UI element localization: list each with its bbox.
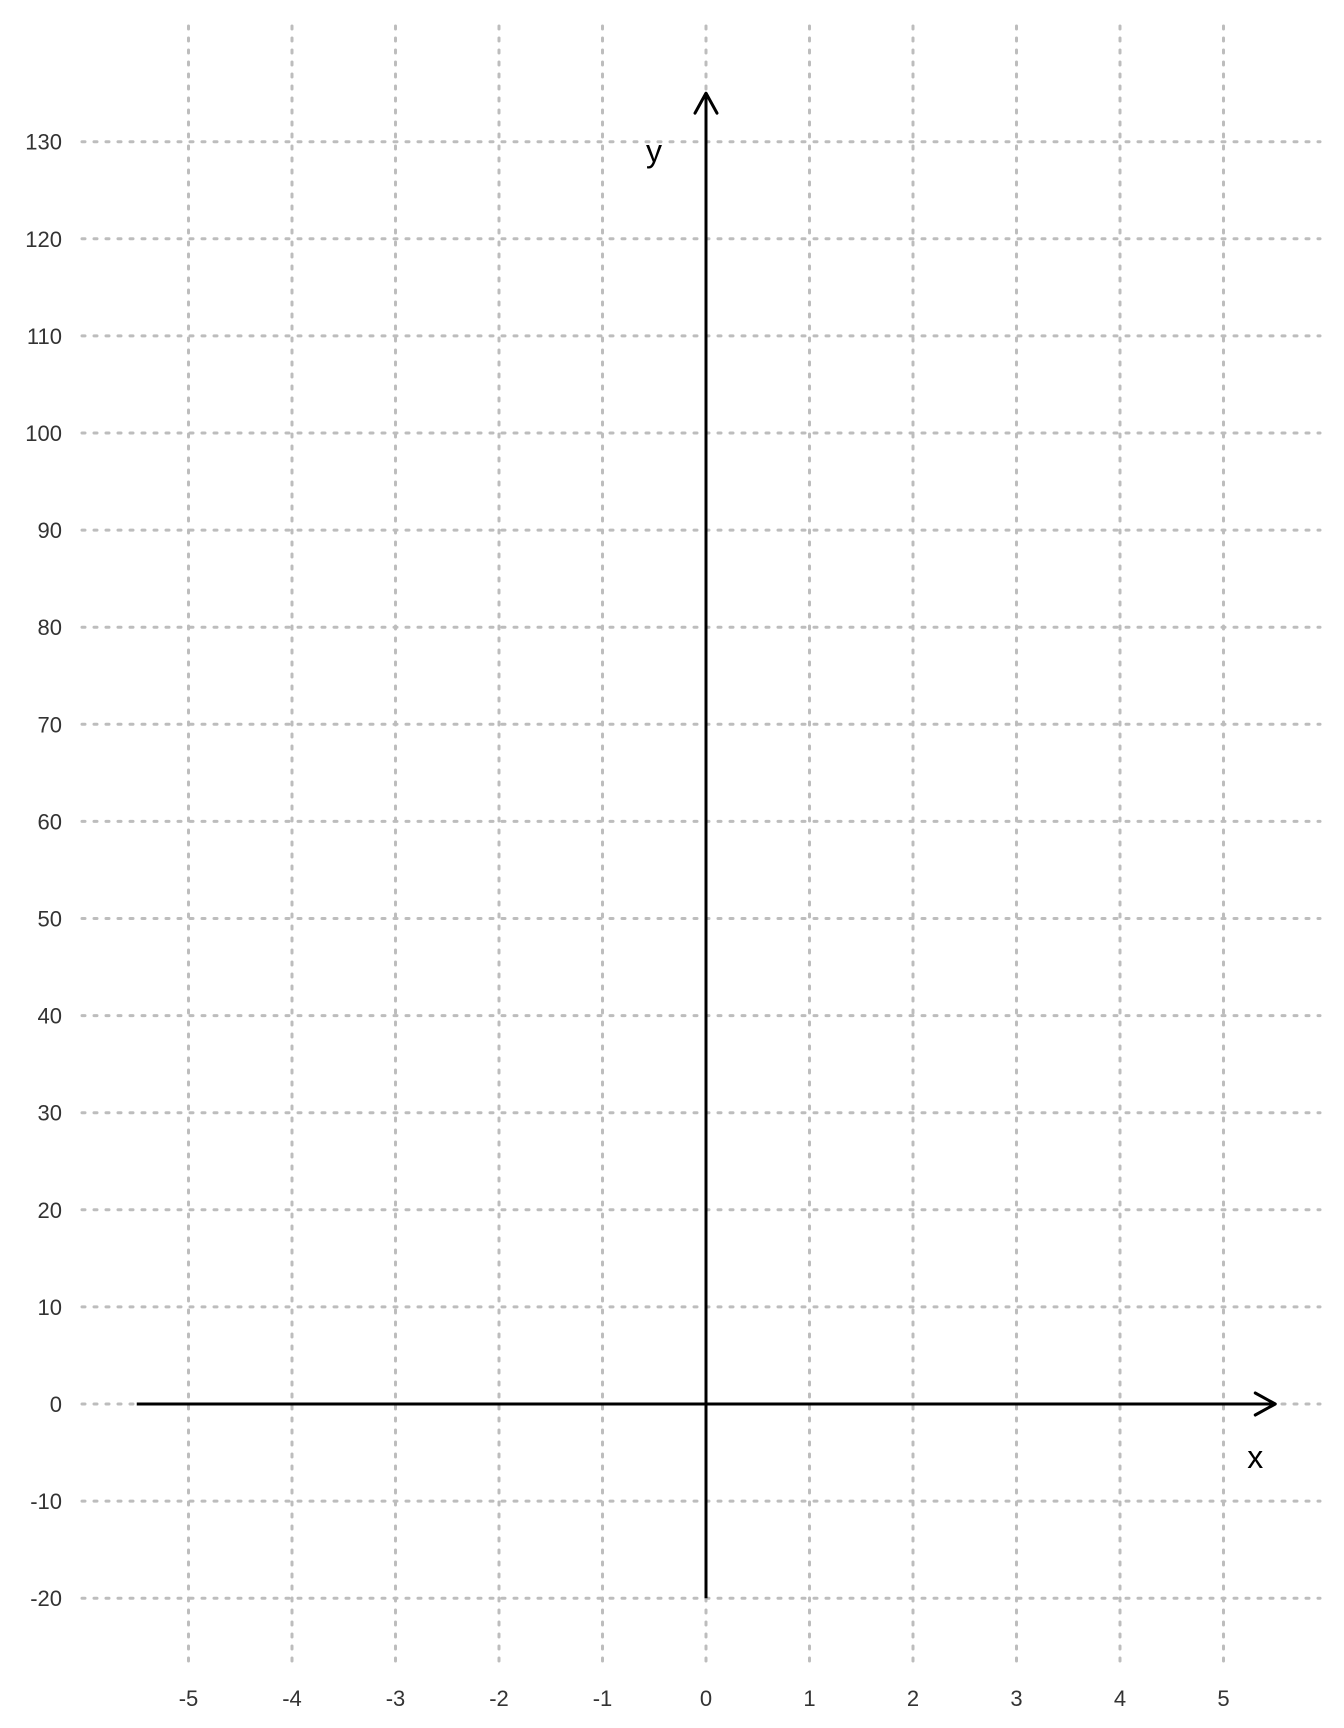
y-tick-label: 50	[38, 907, 62, 932]
y-axis-label: y	[646, 133, 662, 169]
x-tick-label: 5	[1217, 1686, 1229, 1711]
x-tick-label: -5	[179, 1686, 199, 1711]
y-tick-label: 60	[38, 809, 62, 834]
x-tick-label: 1	[803, 1686, 815, 1711]
x-tick-label: -2	[489, 1686, 509, 1711]
y-tick-label: 40	[38, 1004, 62, 1029]
axes	[136, 91, 1277, 1599]
horizontal-grid-lines	[80, 140, 1322, 1600]
y-tick-label: 130	[25, 130, 62, 155]
y-tick-label: 90	[38, 518, 62, 543]
x-tick-label: -4	[282, 1686, 302, 1711]
x-tick-label: 3	[1010, 1686, 1022, 1711]
x-tick-label: 2	[907, 1686, 919, 1711]
y-tick-label: 100	[25, 421, 62, 446]
x-tick-labels: -5 -4 -3 -2 -1 0 1 2 3 4 5	[179, 1686, 1230, 1711]
y-tick-label: 0	[50, 1392, 62, 1417]
y-tick-label: 120	[25, 227, 62, 252]
y-tick-label: 110	[27, 324, 62, 349]
y-tick-label: -20	[30, 1586, 62, 1611]
x-tick-label: -3	[386, 1686, 406, 1711]
y-tick-labels: -20 -10 0 10 20 30 40 50 60 70 80 90 100 110 120 130	[25, 130, 62, 1611]
y-tick-label: 80	[38, 615, 62, 640]
x-axis-label: x	[1247, 1439, 1263, 1475]
y-tick-label: 30	[38, 1101, 62, 1126]
y-tick-label: 10	[38, 1295, 62, 1320]
x-tick-label: 0	[700, 1686, 712, 1711]
y-tick-label: 20	[38, 1198, 62, 1223]
x-tick-label: 4	[1114, 1686, 1126, 1711]
x-axis-arrow-icon	[1253, 1391, 1277, 1417]
y-axis-arrow-icon	[693, 91, 719, 115]
x-tick-label: -1	[593, 1686, 613, 1711]
y-tick-label: -10	[30, 1489, 62, 1514]
y-tick-label: 70	[38, 712, 62, 737]
